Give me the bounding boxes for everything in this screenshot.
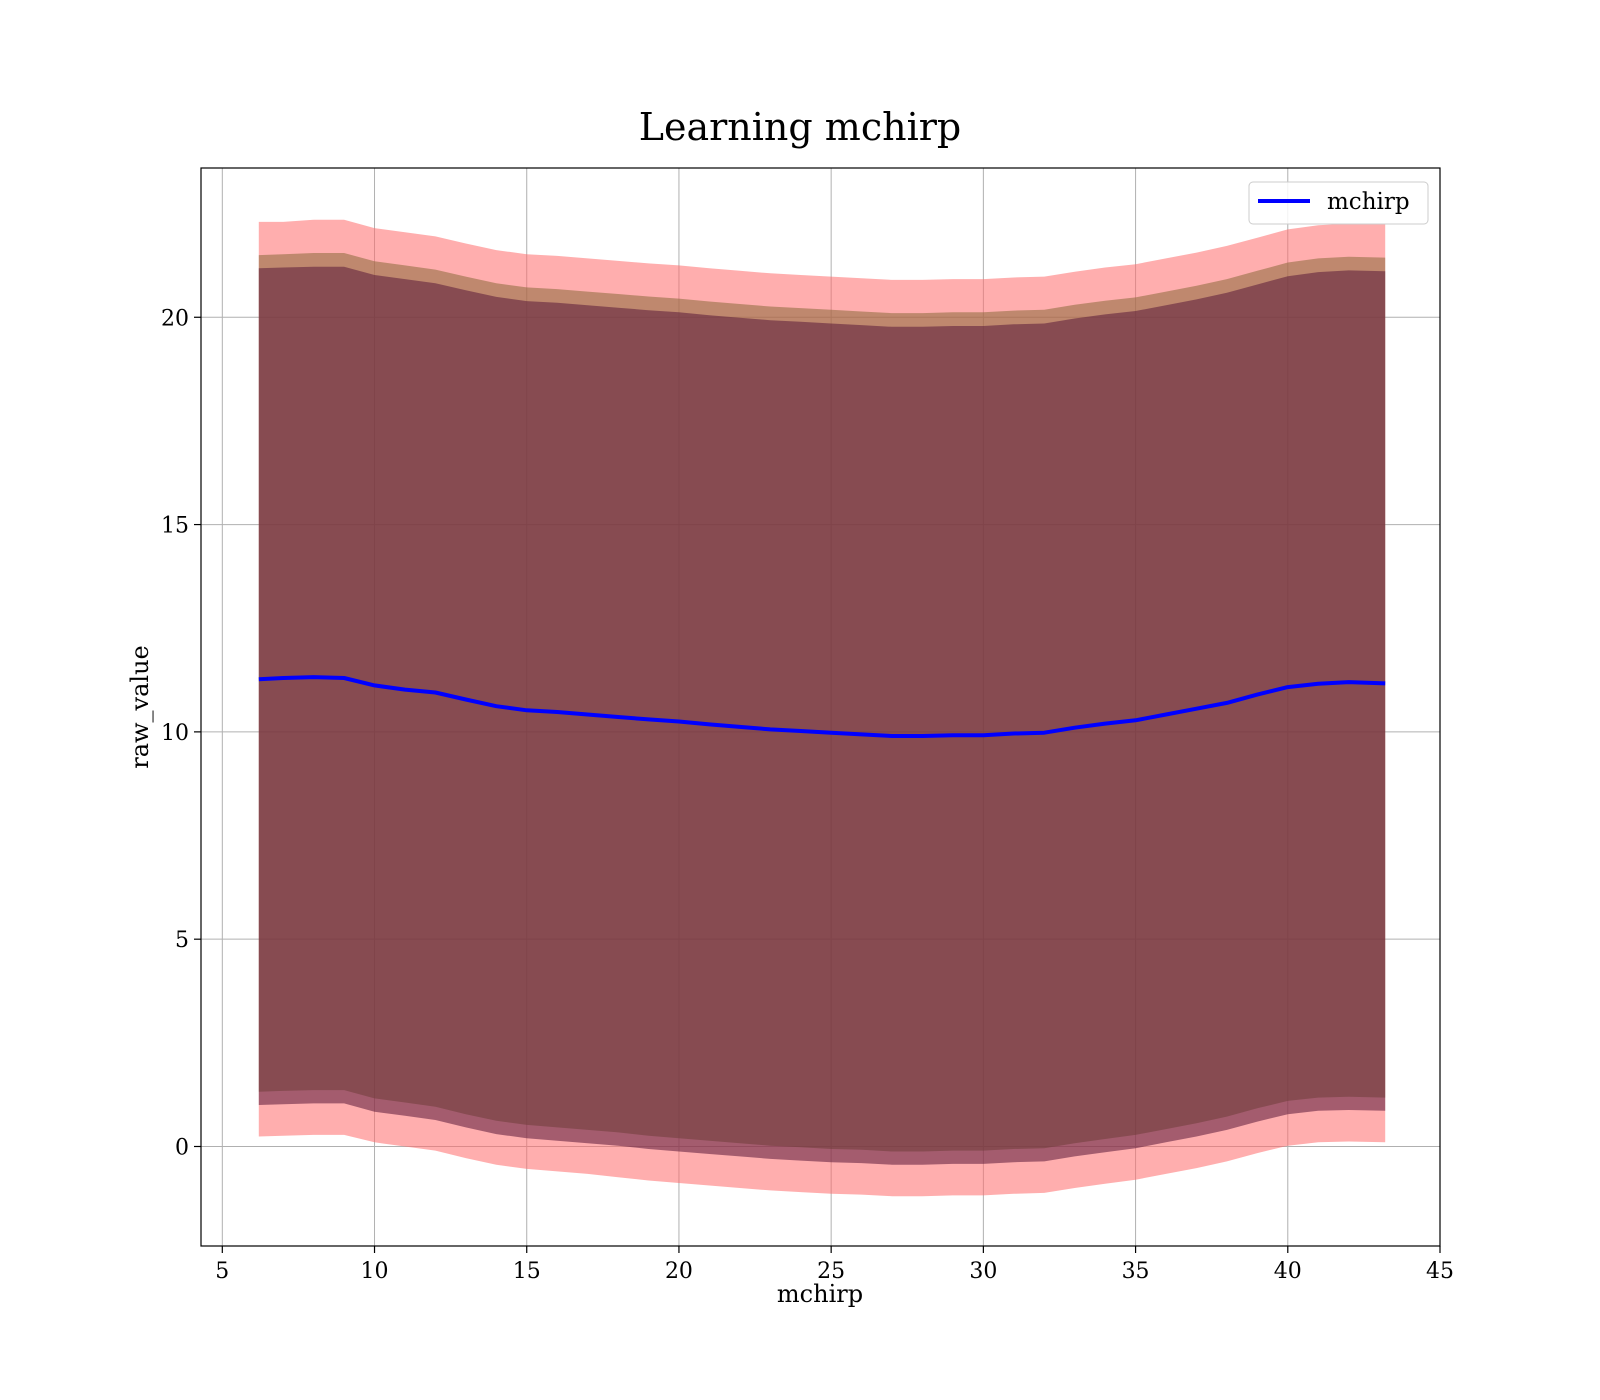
x-tick-label: 40 <box>1274 1259 1302 1284</box>
confidence-bands <box>258 219 1386 1197</box>
x-tick-label: 10 <box>361 1259 389 1284</box>
y-ticks: 0 5 10 15 20 <box>161 306 201 1160</box>
y-tick-label: 10 <box>161 721 189 746</box>
x-tick-label: 45 <box>1426 1259 1454 1284</box>
x-tick-label: 30 <box>969 1259 997 1284</box>
series-line-mchirp <box>258 675 1386 738</box>
x-tick-label: 20 <box>665 1259 693 1284</box>
legend-label: mchirp <box>1327 189 1410 215</box>
x-tick-label: 5 <box>215 1259 229 1284</box>
x-ticks: 5 10 15 20 25 30 35 40 45 <box>215 1246 1454 1284</box>
y-tick-label: 15 <box>161 514 189 539</box>
y-axis-label: raw_value <box>126 645 154 769</box>
x-tick-label: 35 <box>1122 1259 1150 1284</box>
y-tick-label: 20 <box>161 306 189 331</box>
legend-box <box>1248 181 1429 225</box>
plot-frame <box>200 167 1441 1247</box>
x-tick-label: 15 <box>513 1259 541 1284</box>
chart-title: Learning mchirp <box>639 105 961 149</box>
band-2 <box>258 266 1386 1165</box>
x-tick-label: 25 <box>817 1259 845 1284</box>
y-tick-label: 0 <box>175 1135 189 1160</box>
series-lines <box>258 675 1386 738</box>
legend: mchirp <box>1248 181 1429 225</box>
y-tick-label: 5 <box>175 928 189 953</box>
x-axis-label: mchirp <box>777 1280 863 1308</box>
